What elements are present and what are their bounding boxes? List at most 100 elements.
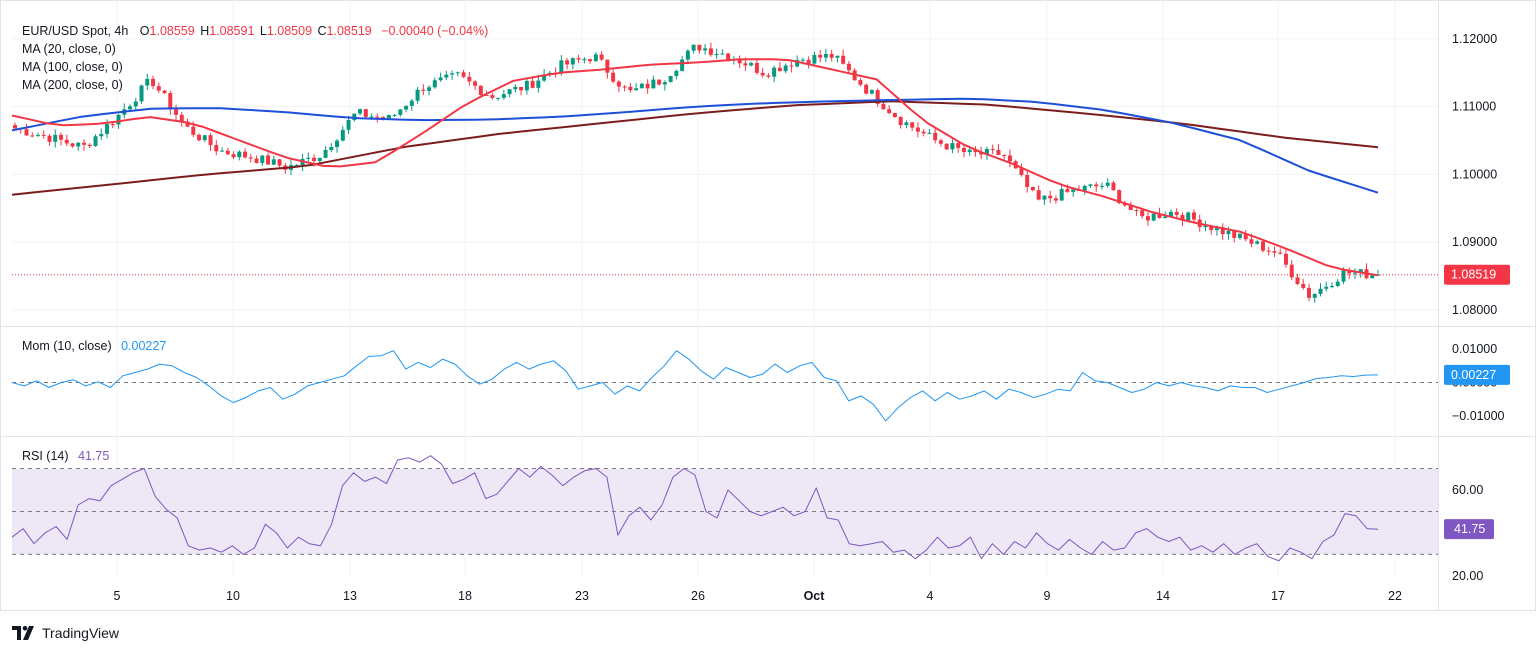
candle-body bbox=[507, 89, 512, 95]
candle-body bbox=[214, 145, 219, 152]
time-tick-label: 4 bbox=[927, 589, 934, 603]
candle-body bbox=[36, 134, 41, 136]
candle-body bbox=[1312, 293, 1317, 298]
candle-body bbox=[1030, 186, 1035, 191]
rsi-legend: RSI (14) 41.75 bbox=[22, 448, 111, 464]
time-tick-label: 5 bbox=[114, 589, 121, 603]
candle-body bbox=[398, 109, 403, 115]
candle-body bbox=[1007, 155, 1012, 162]
momentum-value: 0.00227 bbox=[121, 339, 167, 353]
candle-body bbox=[82, 142, 87, 145]
candle-body bbox=[1082, 185, 1087, 191]
candle-body bbox=[973, 149, 978, 153]
candle-body bbox=[1329, 286, 1334, 288]
ma200-legend: MA (200, close, 0) bbox=[22, 78, 123, 92]
momentum-label: Mom (10, close) bbox=[22, 339, 112, 353]
tradingview-footer[interactable]: TradingView bbox=[12, 625, 119, 641]
rsi-line bbox=[11, 455, 1379, 562]
ma20-legend: MA (20, close, 0) bbox=[22, 42, 116, 56]
candle-body bbox=[616, 81, 621, 87]
candle-body bbox=[835, 55, 840, 58]
candle-body bbox=[605, 59, 610, 73]
price-tick-label: 1.10000 bbox=[1452, 167, 1497, 181]
rsi-tick-label: 20.00 bbox=[1452, 569, 1483, 583]
candle-body bbox=[415, 89, 420, 101]
candle-body bbox=[881, 103, 886, 110]
candle-body bbox=[346, 120, 351, 130]
candle-body bbox=[915, 127, 920, 132]
candle-body bbox=[961, 147, 966, 153]
candle-body bbox=[910, 122, 915, 128]
candle-body bbox=[1203, 225, 1208, 228]
candle-body bbox=[1358, 269, 1363, 273]
candle-body bbox=[478, 85, 483, 95]
candle-body bbox=[277, 159, 282, 166]
time-tick-label: 23 bbox=[575, 589, 589, 603]
candle-body bbox=[657, 79, 662, 85]
candle-body bbox=[668, 75, 673, 83]
candle-body bbox=[1272, 251, 1277, 253]
candle-body bbox=[248, 157, 253, 159]
candle-body bbox=[490, 95, 495, 98]
candle-body bbox=[1042, 195, 1047, 200]
candle-body bbox=[875, 90, 880, 104]
high-value: 1.08591 bbox=[209, 24, 255, 38]
candle-body bbox=[1352, 272, 1357, 274]
candle-body bbox=[179, 114, 184, 122]
rsi-value: 41.75 bbox=[78, 449, 110, 463]
candle-body bbox=[691, 44, 696, 51]
candle-body bbox=[484, 94, 489, 96]
candle-body bbox=[271, 159, 276, 165]
candle-body bbox=[1059, 189, 1064, 201]
candle-body bbox=[950, 143, 955, 150]
candle-body bbox=[783, 65, 788, 72]
candle-body bbox=[1266, 250, 1271, 252]
candle-body bbox=[829, 53, 834, 58]
candle-body bbox=[1174, 211, 1179, 215]
candle-body bbox=[1036, 190, 1041, 200]
candle-body bbox=[582, 59, 587, 61]
time-tick-label: 17 bbox=[1271, 589, 1285, 603]
candle-body bbox=[329, 147, 334, 150]
candle-body bbox=[858, 80, 863, 85]
candle-body bbox=[363, 109, 368, 117]
candle-body bbox=[570, 58, 575, 65]
candle-body bbox=[1048, 195, 1053, 199]
candle-body bbox=[1232, 230, 1237, 238]
candle-body bbox=[1025, 174, 1030, 187]
candle-body bbox=[737, 59, 742, 64]
candle-body bbox=[1157, 213, 1162, 219]
candle-body bbox=[800, 59, 805, 61]
candle-body bbox=[1301, 283, 1306, 288]
candle-body bbox=[409, 100, 414, 106]
candle-body bbox=[622, 86, 627, 88]
candle-body bbox=[404, 105, 409, 110]
candle-body bbox=[1335, 281, 1340, 287]
candle-body bbox=[1019, 168, 1024, 175]
tradingview-brand: TradingView bbox=[42, 625, 120, 641]
candle-body bbox=[352, 113, 357, 121]
candle-body bbox=[375, 116, 380, 118]
candle-body bbox=[260, 155, 265, 163]
candle-body bbox=[1140, 210, 1145, 217]
candle-body bbox=[956, 143, 961, 148]
time-tick-label: 22 bbox=[1388, 589, 1402, 603]
candle-body bbox=[1151, 213, 1156, 221]
candle-body bbox=[645, 83, 650, 89]
candle-body bbox=[335, 140, 340, 148]
candle-body bbox=[306, 157, 311, 159]
candle-body bbox=[225, 150, 230, 155]
candle-body bbox=[13, 125, 17, 129]
candle-body bbox=[927, 132, 932, 134]
candle-body bbox=[979, 152, 984, 155]
candle-body bbox=[93, 136, 98, 146]
open-label: O bbox=[139, 24, 150, 38]
candle-body bbox=[651, 79, 656, 89]
momentum-legend: Mom (10, close) 0.00227 bbox=[22, 338, 168, 354]
candle-body bbox=[662, 82, 667, 85]
candle-body bbox=[599, 54, 604, 60]
candle-body bbox=[749, 62, 754, 66]
candle-body bbox=[984, 149, 989, 155]
candle-body bbox=[202, 135, 207, 141]
candle-body bbox=[1220, 227, 1225, 235]
